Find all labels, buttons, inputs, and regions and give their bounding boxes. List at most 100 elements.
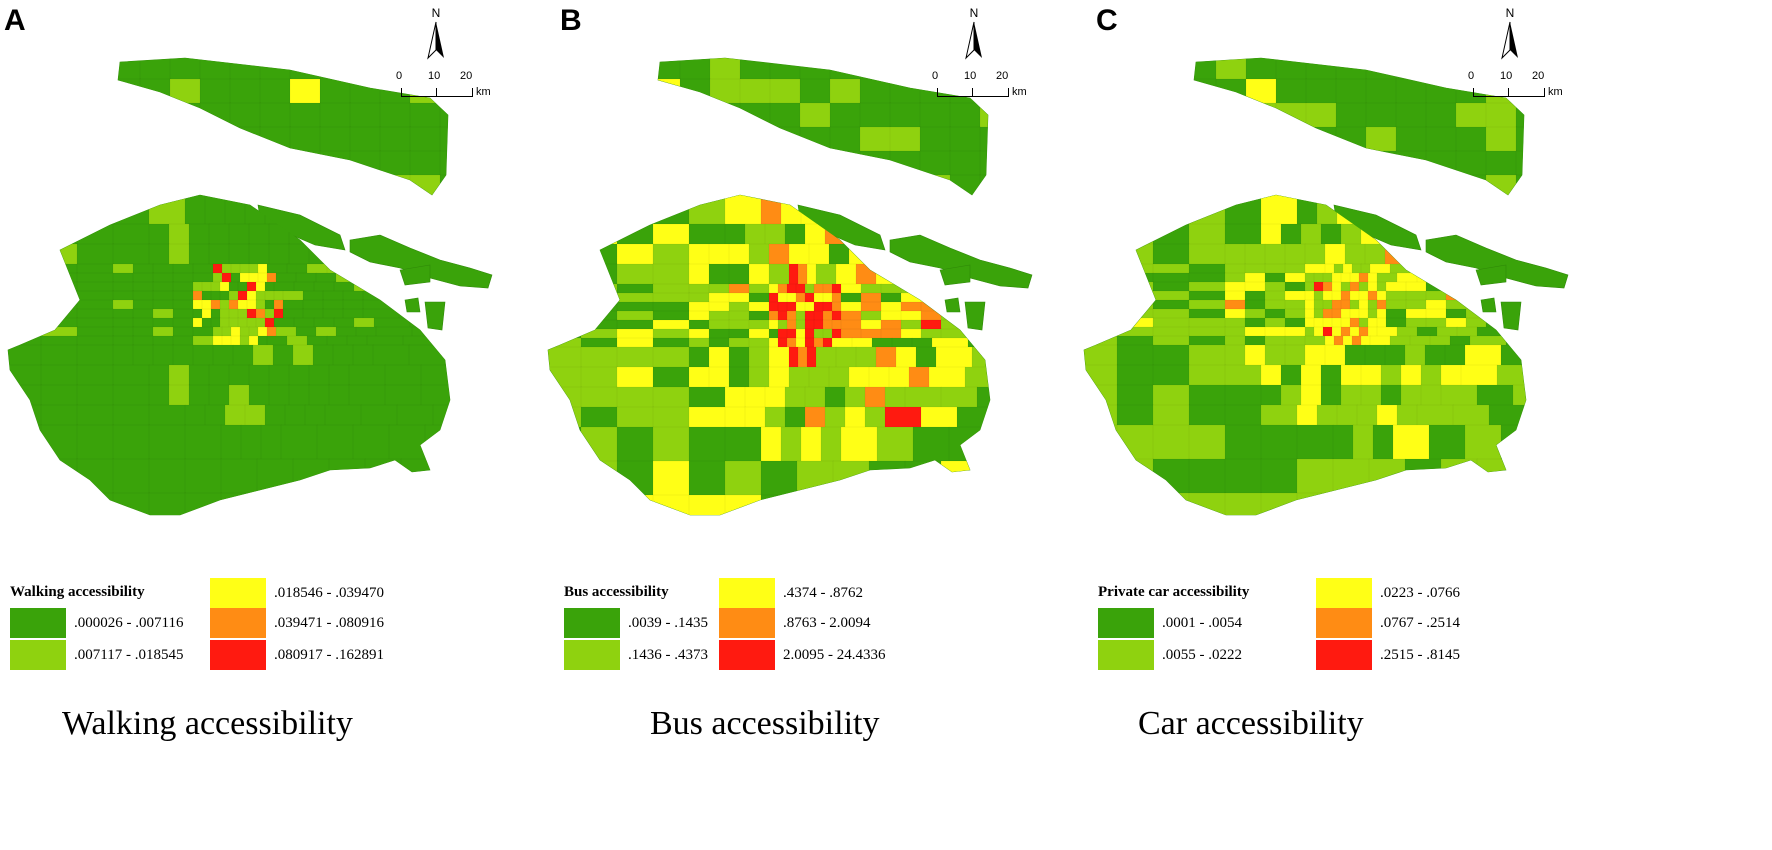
district-polygon <box>1296 492 1334 515</box>
scale-bar: 0 10 20 km <box>1468 70 1563 98</box>
district-polygon <box>1389 335 1411 346</box>
district-polygon <box>379 126 411 152</box>
district-polygon <box>760 460 798 496</box>
district-polygon <box>1425 299 1447 310</box>
district-polygon <box>728 319 750 330</box>
district-polygon <box>273 299 284 310</box>
district-polygon <box>1224 223 1262 245</box>
district-polygon <box>768 283 779 294</box>
district-polygon <box>764 386 786 408</box>
legend-swatch <box>210 640 266 670</box>
district-polygon <box>326 263 348 274</box>
district-polygon <box>152 281 174 292</box>
district-polygon <box>616 310 654 321</box>
district-polygon <box>1340 272 1351 283</box>
district-polygon <box>199 78 231 104</box>
district-polygon <box>1512 384 1526 406</box>
district-polygon <box>1284 290 1306 301</box>
district-polygon <box>112 243 150 265</box>
district-polygon <box>889 174 921 195</box>
district-polygon <box>1188 335 1226 346</box>
district-polygon <box>1084 326 1118 337</box>
district-polygon <box>1152 263 1190 274</box>
district-polygon <box>264 308 275 319</box>
district-polygon <box>1367 281 1378 292</box>
district-polygon <box>860 199 891 224</box>
district-polygon <box>1244 281 1266 292</box>
district-polygon <box>1224 326 1246 337</box>
district-polygon <box>1152 317 1190 328</box>
district-polygon <box>76 404 114 426</box>
district-polygon <box>148 384 170 406</box>
district-polygon <box>799 174 831 195</box>
district-polygon <box>548 337 582 348</box>
district-polygon <box>1369 263 1391 274</box>
district-polygon <box>1367 299 1378 310</box>
district-polygon <box>728 292 750 303</box>
legend-title: Walking accessibility <box>10 584 145 600</box>
district-polygon <box>768 319 779 330</box>
district-polygon <box>257 326 268 337</box>
district-polygon <box>188 223 210 245</box>
district-polygon <box>1456 326 1478 337</box>
district-polygon <box>366 335 404 346</box>
district-polygon <box>976 292 990 303</box>
district-polygon <box>920 199 951 224</box>
district-polygon <box>1405 317 1427 328</box>
district-polygon <box>739 58 771 80</box>
district-polygon <box>804 319 815 330</box>
district-polygon <box>239 335 250 346</box>
district-polygon <box>221 263 232 274</box>
district-polygon <box>688 310 710 321</box>
district-polygon <box>708 366 730 388</box>
district-polygon <box>920 283 942 294</box>
district-polygon <box>221 272 232 283</box>
district-polygon <box>1396 272 1418 283</box>
district-polygon <box>884 406 922 428</box>
district-polygon <box>822 319 833 330</box>
district-polygon <box>1260 364 1282 386</box>
district-polygon <box>859 150 891 176</box>
legend-swatch <box>1316 640 1372 670</box>
district-polygon <box>239 272 250 283</box>
district-polygon <box>1476 492 1514 515</box>
district-polygon <box>1304 308 1315 319</box>
district-polygon <box>112 272 134 283</box>
district-polygon <box>208 243 230 265</box>
district-polygon <box>1364 243 1386 265</box>
district-polygon <box>212 272 223 283</box>
district-polygon <box>255 290 266 301</box>
district-polygon <box>1084 458 1118 494</box>
district-polygon <box>246 308 257 319</box>
district-polygon <box>328 458 366 494</box>
district-polygon <box>1280 384 1302 406</box>
district-polygon <box>1305 126 1337 152</box>
district-polygon <box>76 335 114 346</box>
district-polygon <box>768 243 790 265</box>
district-polygon <box>237 317 248 328</box>
district-polygon <box>1512 492 1526 515</box>
district-polygon <box>709 150 741 176</box>
district-polygon <box>322 290 344 301</box>
district-polygon <box>831 328 842 339</box>
legend-swatch <box>1316 578 1372 608</box>
district-polygon <box>76 272 114 283</box>
district-polygon <box>169 126 201 152</box>
district-polygon <box>396 404 434 426</box>
district-polygon <box>796 460 834 496</box>
district-polygon <box>237 308 248 319</box>
district-polygon <box>132 281 154 292</box>
district-polygon <box>804 386 826 408</box>
district-polygon <box>1084 272 1118 283</box>
district-polygon <box>257 272 268 283</box>
district-polygon <box>289 78 321 104</box>
district-polygon <box>1116 344 1154 366</box>
district-polygon <box>979 126 988 152</box>
district-polygon <box>1376 317 1387 328</box>
district-polygon <box>1488 404 1526 426</box>
district-polygon <box>132 263 154 274</box>
district-polygon <box>1260 223 1282 245</box>
district-polygon <box>580 406 618 428</box>
district-polygon <box>1244 299 1266 310</box>
district-polygon <box>1313 317 1324 328</box>
